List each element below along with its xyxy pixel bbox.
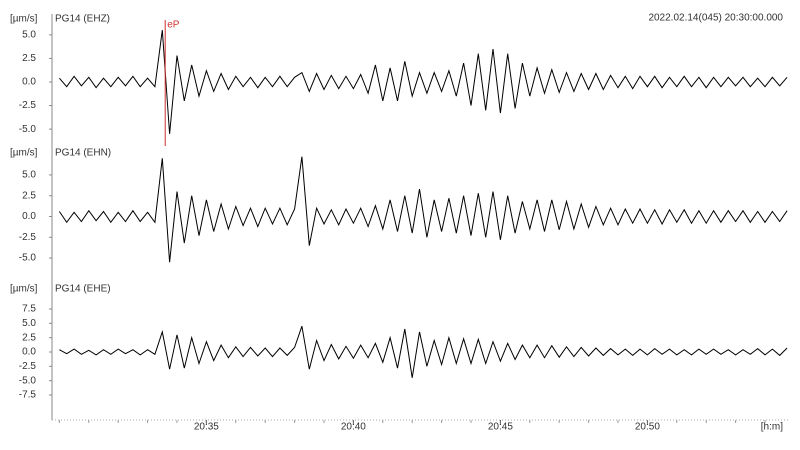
waveform <box>59 326 788 378</box>
y-tick-label: -2.5 <box>19 232 37 243</box>
y-axis-label: [µm/s] <box>10 14 38 25</box>
phase-pick-label: eP <box>167 20 180 31</box>
y-tick-label: -2.5 <box>19 361 37 372</box>
y-tick-label: 2.5 <box>22 190 36 201</box>
y-axis-label: [µm/s] <box>10 148 38 159</box>
channel-label: PG14 (EHN) <box>55 148 111 159</box>
y-tick-label: -2.5 <box>19 100 37 111</box>
y-tick-label: -5.0 <box>19 375 37 386</box>
x-tick-label: 20:40 <box>341 422 366 433</box>
y-tick-label: 0.0 <box>22 211 36 222</box>
channel-label: PG14 (EHZ) <box>55 14 110 25</box>
waveform <box>58 156 788 263</box>
y-tick-label: -5.0 <box>19 253 37 264</box>
y-tick-label: 5.0 <box>22 29 36 40</box>
y-axis-label: [µm/s] <box>10 284 38 295</box>
x-tick-label: 20:35 <box>194 422 219 433</box>
y-tick-label: 2.5 <box>22 53 36 64</box>
y-tick-label: 0.0 <box>22 347 36 358</box>
x-tick-label: 20:50 <box>635 422 660 433</box>
y-tick-label: -7.5 <box>19 390 37 401</box>
timestamp: 2022.02.14(045) 20:30:00.000 <box>648 13 783 24</box>
y-tick-label: 0.0 <box>22 77 36 88</box>
y-tick-label: 2.5 <box>22 332 36 343</box>
y-tick-label: -5.0 <box>19 124 37 135</box>
y-tick-label: 5.0 <box>22 170 36 181</box>
y-tick-label: 5.0 <box>22 318 36 329</box>
waveform <box>59 30 788 134</box>
channel-label: PG14 (EHE) <box>55 284 111 295</box>
x-tick-label: 20:45 <box>488 422 513 433</box>
x-axis-label: [h:m] <box>761 422 783 433</box>
y-tick-label: 7.5 <box>22 304 36 315</box>
